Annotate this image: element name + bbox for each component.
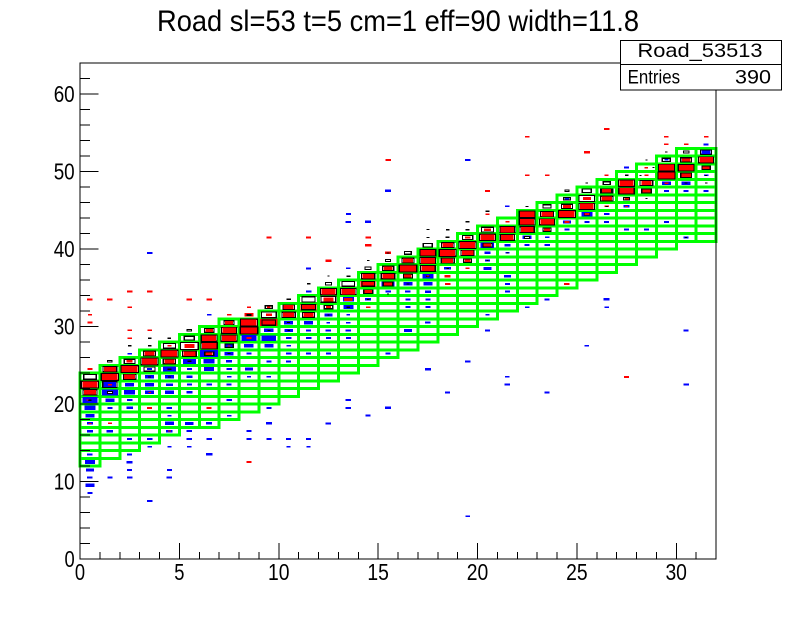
svg-text:0: 0 (65, 546, 75, 572)
svg-text:30: 30 (54, 313, 75, 339)
svg-text:30: 30 (665, 559, 687, 585)
svg-text:15: 15 (367, 559, 389, 585)
svg-text:0: 0 (75, 559, 85, 585)
svg-text:Road sl=53 t=5 cm=1 eff=90 wid: Road sl=53 t=5 cm=1 eff=90 width=11.8 (157, 5, 639, 38)
svg-text:Entries: Entries (628, 66, 681, 88)
svg-text:60: 60 (54, 81, 75, 107)
svg-text:10: 10 (54, 468, 75, 494)
svg-text:390: 390 (735, 66, 771, 88)
svg-text:50: 50 (54, 158, 75, 184)
svg-text:25: 25 (566, 559, 588, 585)
svg-text:10: 10 (268, 559, 290, 585)
svg-text:20: 20 (54, 391, 75, 417)
svg-text:Road_53513: Road_53513 (638, 40, 763, 62)
svg-text:20: 20 (467, 559, 489, 585)
svg-text:40: 40 (54, 236, 75, 262)
svg-text:5: 5 (174, 559, 184, 585)
